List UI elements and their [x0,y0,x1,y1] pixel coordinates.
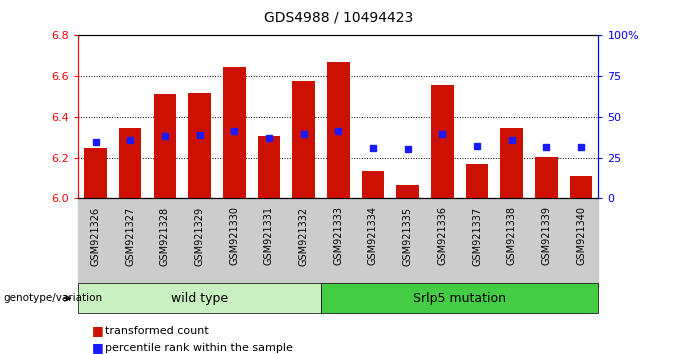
Text: GSM921331: GSM921331 [264,206,274,266]
Bar [500,128,523,198]
Text: GSM921336: GSM921336 [437,206,447,266]
Text: GSM921330: GSM921330 [229,206,239,266]
Bar [258,136,280,198]
Bar [223,67,245,198]
Text: GSM921332: GSM921332 [299,206,309,266]
Text: ■: ■ [92,325,103,337]
Text: ■: ■ [92,341,103,354]
Bar [327,62,350,198]
Text: Srlp5 mutation: Srlp5 mutation [413,292,506,305]
Bar [535,156,558,198]
Bar [119,128,141,198]
Text: GSM921340: GSM921340 [576,206,586,266]
Text: percentile rank within the sample: percentile rank within the sample [105,343,293,353]
Text: GSM921337: GSM921337 [472,206,482,266]
Text: GDS4988 / 10494423: GDS4988 / 10494423 [264,11,413,25]
Text: transformed count: transformed count [105,326,209,336]
Text: wild type: wild type [171,292,228,305]
Bar [84,148,107,198]
Bar [321,283,598,313]
Bar [570,176,592,198]
Text: GSM921335: GSM921335 [403,206,413,266]
Bar [292,81,315,198]
Text: genotype/variation: genotype/variation [3,293,103,303]
Bar [78,198,598,288]
Bar [431,85,454,198]
Text: GSM921339: GSM921339 [541,206,551,266]
Bar [362,171,384,198]
Bar [188,93,211,198]
Text: GSM921333: GSM921333 [333,206,343,266]
Bar [78,283,321,313]
Text: GSM921327: GSM921327 [125,206,135,266]
Text: GSM921338: GSM921338 [507,206,517,266]
Text: GSM921334: GSM921334 [368,206,378,266]
Text: GSM921326: GSM921326 [90,206,101,266]
Text: GSM921329: GSM921329 [194,206,205,266]
Bar [154,95,176,198]
Bar [396,185,419,198]
Bar [466,164,488,198]
Text: GSM921328: GSM921328 [160,206,170,266]
